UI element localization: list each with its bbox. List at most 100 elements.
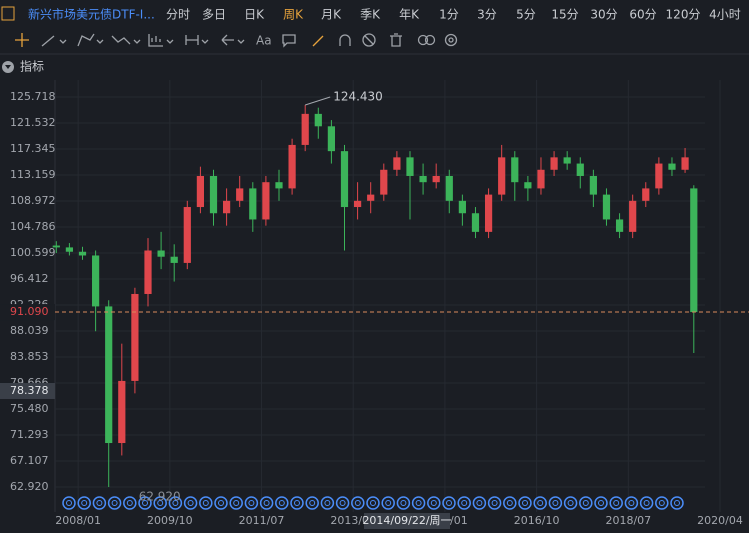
event-marker[interactable] — [305, 496, 319, 510]
text-tool[interactable]: Aa — [256, 34, 272, 48]
event-marker[interactable] — [244, 496, 259, 510]
magnet-tool[interactable] — [339, 34, 351, 46]
event-marker[interactable] — [548, 496, 563, 510]
period-button[interactable]: 月K — [321, 8, 342, 22]
candle-body — [668, 163, 676, 170]
range-tool[interactable] — [185, 35, 209, 45]
x-tick-label: 2016/10 — [514, 514, 560, 527]
event-marker[interactable] — [594, 496, 608, 510]
period-button[interactable]: 1分 — [439, 8, 459, 22]
y-tick-label: 88.039 — [10, 324, 49, 337]
event-marker[interactable] — [503, 496, 517, 510]
candle-body — [170, 256, 178, 263]
event-marker[interactable] — [518, 496, 532, 510]
event-marker[interactable] — [579, 496, 593, 510]
event-marker[interactable] — [168, 496, 183, 510]
event-marker[interactable] — [427, 496, 441, 510]
event-marker[interactable] — [275, 496, 289, 510]
crosshair-tool[interactable] — [15, 33, 29, 47]
event-marker-dot — [202, 500, 209, 506]
event-marker[interactable] — [670, 496, 684, 510]
y-tick-label: 71.293 — [10, 428, 49, 441]
candle-body — [65, 247, 74, 252]
y-tick-label: 62.920 — [10, 480, 49, 493]
line-tool[interactable] — [41, 35, 67, 47]
event-marker[interactable] — [639, 496, 654, 510]
pen-tool[interactable] — [312, 35, 324, 47]
settings-tool[interactable] — [444, 33, 458, 47]
note-tool[interactable] — [282, 34, 296, 48]
event-marker[interactable] — [77, 496, 91, 510]
candle-body — [602, 194, 611, 220]
event-marker[interactable] — [259, 496, 274, 510]
period-button[interactable]: 日K — [244, 8, 265, 22]
event-marker[interactable] — [442, 496, 456, 510]
candle-body — [288, 144, 296, 189]
candle-body — [157, 250, 165, 257]
event-marker-dot — [294, 500, 300, 506]
event-marker[interactable] — [396, 496, 411, 510]
event-marker[interactable] — [533, 496, 547, 510]
period-button[interactable]: 120分 — [666, 8, 701, 22]
event-marker[interactable] — [107, 496, 122, 510]
y-tick-label: 125.718 — [10, 90, 56, 103]
sidebar-toggle[interactable] — [1, 6, 15, 21]
wave-tool[interactable] — [111, 35, 141, 45]
event-marker-dot — [142, 500, 148, 506]
instrument-title[interactable]: 新兴市场美元债DTF-I... — [28, 7, 155, 22]
period-button[interactable]: 3分 — [477, 8, 497, 22]
event-marker[interactable] — [411, 496, 426, 510]
event-marker[interactable] — [290, 496, 304, 510]
period-button[interactable]: 周K — [283, 8, 304, 22]
candle-body — [92, 255, 100, 307]
event-marker[interactable] — [609, 496, 623, 510]
overlay: 91.090 78.378 2014/09/22/周一 124.430 62.920 — [0, 89, 749, 529]
event-marker-dot — [172, 500, 179, 506]
event-marker[interactable] — [351, 496, 365, 510]
event-marker[interactable] — [183, 496, 198, 510]
event-marker[interactable] — [335, 496, 350, 510]
event-marker[interactable] — [123, 496, 137, 510]
candle-body — [690, 188, 698, 313]
period-button[interactable]: 多日 — [202, 8, 226, 22]
arrow-tool[interactable] — [221, 34, 245, 46]
event-marker-dot — [476, 500, 483, 506]
measure-tool[interactable] — [148, 34, 174, 47]
event-marker[interactable] — [229, 496, 243, 510]
event-marker[interactable] — [563, 496, 578, 510]
period-button[interactable]: 4小时 — [709, 8, 741, 22]
event-marker[interactable] — [138, 496, 152, 510]
event-marker[interactable] — [199, 496, 213, 510]
period-button[interactable]: 5分 — [516, 8, 536, 22]
candle-body — [262, 182, 270, 220]
event-marker[interactable] — [92, 496, 107, 510]
event-marker[interactable] — [457, 496, 471, 510]
delete-tool[interactable] — [390, 33, 402, 47]
period-button[interactable]: 15分 — [551, 8, 578, 22]
y-tick-label: 67.107 — [10, 454, 49, 467]
event-marker-dot — [430, 500, 437, 506]
event-marker[interactable] — [624, 496, 639, 510]
event-marker[interactable] — [472, 496, 487, 510]
event-marker[interactable] — [62, 496, 76, 510]
period-button[interactable]: 季K — [360, 8, 381, 22]
hide-tool[interactable] — [362, 33, 376, 47]
event-marker[interactable] — [214, 496, 228, 510]
event-marker[interactable] — [487, 496, 502, 510]
period-button[interactable]: 分时 — [166, 8, 190, 22]
candle-body — [314, 113, 322, 127]
event-marker[interactable] — [366, 496, 380, 510]
crosshair-date-label: 2014/09/22/周一 — [362, 514, 451, 527]
period-button[interactable]: 30分 — [590, 8, 617, 22]
event-marker[interactable] — [153, 496, 167, 510]
channel-tool[interactable] — [77, 33, 104, 47]
event-marker-dot — [537, 500, 544, 506]
period-button[interactable]: 年K — [399, 8, 420, 22]
period-button[interactable]: 60分 — [629, 8, 656, 22]
compare-tool[interactable] — [417, 34, 429, 46]
candle-body — [471, 213, 480, 232]
candle-body — [537, 169, 545, 189]
event-marker[interactable] — [320, 496, 335, 510]
event-marker[interactable] — [655, 496, 669, 510]
event-marker[interactable] — [381, 496, 395, 510]
